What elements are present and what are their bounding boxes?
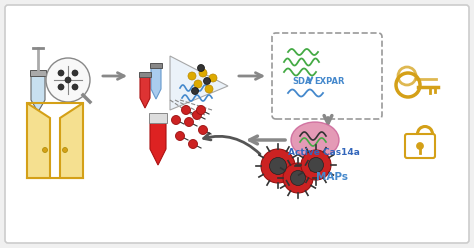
Circle shape [309,157,323,173]
Circle shape [417,143,423,150]
Circle shape [209,74,217,82]
Circle shape [198,64,204,71]
Circle shape [199,69,207,77]
Circle shape [72,70,78,76]
Polygon shape [151,68,161,99]
Circle shape [188,72,196,80]
Circle shape [192,111,201,120]
Circle shape [291,171,306,186]
Polygon shape [139,72,151,77]
Circle shape [203,77,210,85]
Circle shape [197,105,206,115]
Polygon shape [31,76,45,112]
Circle shape [182,105,191,115]
Text: EXPAR: EXPAR [314,77,345,86]
Ellipse shape [291,122,339,158]
Circle shape [301,150,331,180]
Circle shape [283,163,313,193]
Polygon shape [140,77,150,108]
Polygon shape [149,113,167,123]
Circle shape [194,80,202,88]
Circle shape [46,58,90,102]
Polygon shape [150,63,162,68]
Circle shape [270,157,286,175]
Circle shape [172,116,181,124]
Circle shape [58,84,64,90]
Circle shape [191,88,199,94]
Polygon shape [60,103,83,178]
Circle shape [175,131,184,141]
Polygon shape [27,103,50,178]
Circle shape [189,139,198,149]
Polygon shape [150,123,166,165]
Polygon shape [30,70,46,76]
Polygon shape [170,56,228,110]
FancyBboxPatch shape [272,33,382,119]
Circle shape [43,148,47,153]
Circle shape [58,70,64,76]
Circle shape [65,77,71,83]
Circle shape [63,148,67,153]
FancyBboxPatch shape [405,134,435,158]
Circle shape [72,84,78,90]
Text: MAPs: MAPs [316,172,348,182]
Circle shape [205,85,213,93]
Circle shape [184,118,193,126]
FancyBboxPatch shape [5,5,469,243]
Text: SDA: SDA [292,77,311,86]
Circle shape [199,125,208,134]
Text: Active Cas14a: Active Cas14a [288,148,360,157]
Circle shape [261,149,295,183]
